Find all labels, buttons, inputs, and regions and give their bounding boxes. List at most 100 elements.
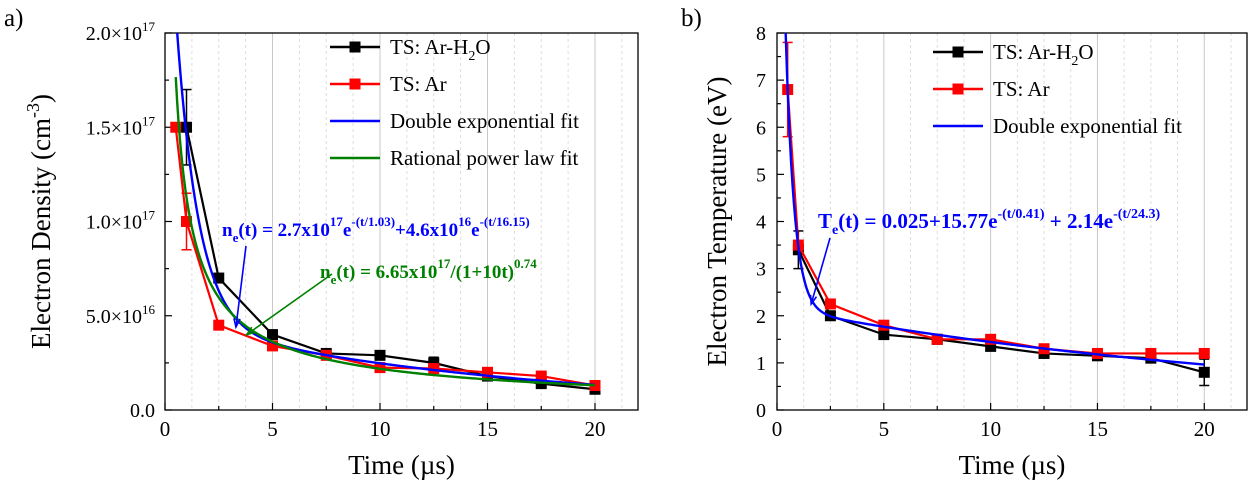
legend-label: TS: Ar <box>993 77 1050 101</box>
fit-curve <box>176 33 596 387</box>
legend-label: TS: Ar <box>390 72 447 96</box>
x-tick-label: 5 <box>879 417 890 441</box>
legend-swatch-marker <box>349 78 361 90</box>
series-ts-ar-h2o <box>792 230 1210 387</box>
annotation-arrow <box>810 237 831 305</box>
fit-curve <box>784 33 1205 366</box>
x-axis-title: Time (µs) <box>348 450 455 480</box>
data-point <box>170 121 182 133</box>
data-point <box>985 340 997 352</box>
legend-label: Double exponential fit <box>993 114 1182 138</box>
legend-item: TS: Ar-H2O <box>933 40 1094 69</box>
legend-item: Double exponential fit <box>933 114 1182 138</box>
x-tick-label: 0 <box>772 417 783 441</box>
panel-label: a) <box>4 5 23 32</box>
y-tick-label: 3 <box>756 259 766 281</box>
chart-panel-b: 0 5 10 15 20 0 1 2 3 4 5 6 7 8 Time (µs) Electron Tempe… <box>681 5 1248 480</box>
y-tick-label: 5 <box>756 164 766 186</box>
legend-swatch-marker <box>952 83 964 95</box>
y-tick-label: 2 <box>756 306 766 328</box>
data-point <box>213 319 225 331</box>
y-tick-label: 6 <box>756 117 766 139</box>
annotation-arrow <box>235 245 247 328</box>
x-tick-label: 0 <box>160 417 171 441</box>
data-point <box>878 329 890 341</box>
annotation-arrow <box>246 273 333 336</box>
legend-item: Rational power law fit <box>330 146 579 170</box>
annotation-arrowhead <box>233 318 241 330</box>
x-tick-label: 20 <box>585 417 606 441</box>
legend: TS: Ar-H2O TS: Ar Double exponential fit Ra… <box>330 35 579 170</box>
y-tick-label: 8 <box>756 23 766 45</box>
series-double-exponential-fit <box>176 33 596 387</box>
y-tick-label: 5.0×1016 <box>86 302 156 328</box>
y-tick-label: 0 <box>756 400 766 422</box>
annotation-text: Te(t) = 0.025+15.77e-(t/0.41) + 2.14e-(t… <box>818 207 1160 238</box>
x-tick-label: 15 <box>1087 417 1108 441</box>
legend-item: TS: Ar <box>933 77 1050 101</box>
data-point <box>931 333 943 345</box>
annotation-text: ne(t) = 2.7x1017e-(t/1.03)+4.6x1016e-(t/… <box>222 214 530 245</box>
data-point <box>985 333 997 345</box>
data-point <box>824 298 836 310</box>
data-point <box>428 363 440 375</box>
data-point <box>1145 347 1157 359</box>
series-line <box>174 127 596 387</box>
series-rational-power-law-fit <box>174 77 596 387</box>
y-axis-title: Electron Density (cm-3) <box>23 94 56 349</box>
annotation-fit-a2: ne(t) = 6.65x1017/(1+10t)0.74 <box>244 256 537 336</box>
y-tick-label: 2.0×1017 <box>86 19 156 45</box>
x-tick-label: 10 <box>370 417 391 441</box>
fit-curve <box>174 77 596 387</box>
data-point <box>1198 347 1210 359</box>
data-point <box>482 366 493 378</box>
legend-label: TS: Ar-H2O <box>993 40 1094 69</box>
y-axis-title: Electron Temperature (eV) <box>702 77 732 367</box>
data-point <box>181 216 192 227</box>
legend-swatch-marker <box>952 46 964 58</box>
data-point <box>428 357 440 369</box>
legend-label: Rational power law fit <box>390 146 579 170</box>
annotation-arrowhead <box>809 294 818 307</box>
x-tick-label: 10 <box>980 417 1001 441</box>
data-point <box>1198 366 1210 378</box>
plot-area <box>170 33 601 395</box>
series-ts-ar <box>170 121 601 391</box>
data-point <box>374 349 386 361</box>
data-point <box>267 340 278 352</box>
y-tick-label: 1 <box>756 353 766 375</box>
data-point <box>267 329 278 341</box>
series-double-exponential-fit <box>784 33 1205 366</box>
legend-item: TS: Ar-H2O <box>330 35 491 64</box>
x-tick-label: 5 <box>267 417 278 441</box>
series-ts-ar-h2o <box>181 88 601 395</box>
legend: TS: Ar-H2O TS: Ar Double exponential fit <box>933 40 1182 138</box>
legend-swatch-marker <box>349 41 361 53</box>
y-tick-label: 4 <box>756 212 766 234</box>
annotation-arrowhead <box>244 326 256 336</box>
data-point <box>878 319 890 331</box>
annotation-text: ne(t) = 6.65x1017/(1+10t)0.74 <box>320 256 537 287</box>
x-axis-title: Time (µs) <box>959 450 1066 480</box>
y-tick-label: 1.5×1017 <box>86 113 156 139</box>
y-tick-label: 7 <box>756 70 766 92</box>
data-point <box>374 362 386 374</box>
annotation-fit-a1: ne(t) = 2.7x1017e-(t/1.03)+4.6x1016e-(t/… <box>222 214 530 330</box>
panel-label: b) <box>681 5 702 32</box>
legend-item: TS: Ar <box>330 72 447 96</box>
data-point <box>589 379 601 391</box>
y-tick-label: 1.0×1017 <box>86 208 156 234</box>
legend-item: Double exponential fit <box>330 109 579 133</box>
x-tick-label: 20 <box>1194 417 1215 441</box>
chart-panel-a: 0 5 10 15 20 0.0 5.0×1016 1.0×1017 1.5×1017 2.0×1… <box>4 5 639 480</box>
y-tick-label: 0.0 <box>130 400 155 422</box>
plot-area <box>782 33 1210 387</box>
data-point <box>535 370 547 382</box>
legend-label: TS: Ar-H2O <box>390 35 491 64</box>
legend-label: Double exponential fit <box>390 109 579 133</box>
annotation-fit-b1: Te(t) = 0.025+15.77e-(t/0.41) + 2.14e-(t… <box>809 207 1160 307</box>
x-tick-label: 15 <box>477 417 498 441</box>
data-point <box>213 272 225 284</box>
